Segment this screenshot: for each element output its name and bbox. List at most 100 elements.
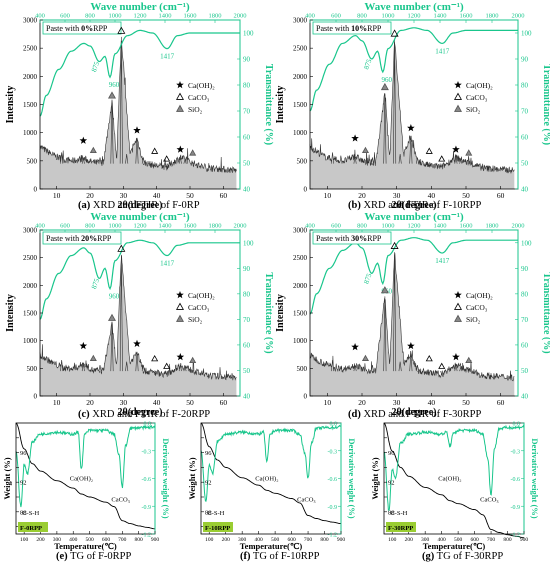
- y-tick-label: 96: [388, 450, 395, 457]
- xrd-peak: [81, 158, 85, 164]
- paste-label-box: [42, 231, 122, 245]
- top-tick-label: 1200: [134, 223, 147, 230]
- top-tick-label: 1200: [134, 13, 147, 20]
- ftir-line: [39, 29, 240, 117]
- y2-tick-label: 0.0: [144, 422, 152, 428]
- xrd-peak: [153, 163, 157, 166]
- xrd-peak: [191, 370, 194, 372]
- xrd-peak: [183, 158, 187, 164]
- y-tick-label: 1500: [293, 310, 308, 318]
- x-tick-label: 600: [287, 537, 296, 543]
- x-tick-label: 200: [222, 537, 231, 543]
- legend-caco3-marker: [453, 302, 463, 310]
- caco3-marker: [390, 241, 399, 249]
- y2-tick-label: 100: [521, 239, 532, 247]
- x-tick-label: 500: [85, 537, 94, 543]
- ftir-peak-label: 1417: [435, 257, 450, 265]
- y2-tick-label: -0.9: [511, 505, 521, 511]
- top-tick-label: 1000: [382, 223, 395, 230]
- y-tick-label: 3000: [293, 227, 308, 235]
- sio2-marker: [465, 149, 473, 156]
- xrd-fill: [310, 253, 515, 396]
- y2-tick-label: 100: [243, 30, 254, 38]
- tg-panel-e: 88 92 96 100 200 300 400 500 600 700 800 900-1.2 -0.…: [2, 422, 171, 552]
- x-tick-label: 20: [358, 398, 366, 407]
- caco3-marker: [151, 147, 159, 154]
- xrd-line: [39, 255, 237, 381]
- caption-a: (a) XRD and FTIR of F-0RP: [78, 200, 200, 211]
- xrd-peak: [398, 361, 402, 372]
- y2-tick-label: 60: [243, 341, 251, 349]
- ftir-peak-label: 1417: [160, 260, 175, 268]
- xrd-peak: [427, 370, 431, 374]
- y2-axis-title: Transmittance (%): [263, 272, 274, 353]
- top-tick-label: 1600: [460, 13, 473, 20]
- ftir-peak-label: 875: [362, 58, 373, 71]
- x-tick-label: 100: [20, 537, 29, 543]
- xrd-peak: [467, 162, 471, 164]
- caoh2-marker: [133, 339, 141, 347]
- y2-tick-label: 90: [521, 56, 529, 64]
- paste-label: Paste with 0%RPP: [42, 21, 122, 35]
- derivative-line: [15, 424, 156, 508]
- x-tick-label: 800: [135, 537, 144, 543]
- xrd-peak: [153, 370, 157, 374]
- top-tick-label: 800: [85, 13, 95, 20]
- y-tick-label: 1000: [293, 337, 308, 345]
- legend: Ca(OH)₂ CaCO₃ SiO₂: [453, 291, 493, 324]
- y2-tick-label: -0.3: [328, 449, 338, 455]
- y-tick-label: 88: [20, 509, 27, 516]
- sio2-marker: [465, 356, 473, 364]
- xrd-peak: [141, 364, 145, 372]
- xrd-panel-d: 0 500 1000 1500 2000 2500 3000 10 20 30 40 50 60 400 6…: [275, 211, 550, 418]
- xrd-peak: [353, 364, 357, 372]
- x-tick-label: 50: [186, 191, 194, 200]
- xrd-line: [309, 42, 515, 174]
- caco3-marker: [425, 147, 433, 154]
- caoh2-marker: [133, 126, 141, 134]
- top-tick-label: 1400: [159, 223, 172, 230]
- caco3-marker: [438, 155, 446, 162]
- y2-tick-label: -0.9: [142, 505, 152, 511]
- top-axis-title: Wave number (cm⁻¹): [364, 1, 464, 13]
- y2-tick-label: 60: [521, 134, 529, 142]
- tg-panel-g: 88 92 96 100 200 300 400 500 600 700 800 900-1.2 -0.…: [370, 422, 540, 552]
- xrd-peak: [409, 136, 413, 164]
- y2-tick-label: 80: [243, 290, 251, 298]
- top-tick-label: 1800: [486, 223, 499, 230]
- y-tick-label: 500: [27, 365, 38, 373]
- top-tick-label: 600: [331, 13, 341, 20]
- xrd-peak: [81, 363, 85, 372]
- sio2-marker: [189, 356, 197, 364]
- y-tick-label: 3000: [23, 227, 38, 235]
- x-tick-label: 100: [388, 537, 397, 543]
- xrd-fill: [40, 40, 237, 190]
- y2-tick-label: -0.6: [511, 477, 521, 483]
- caco3-label: CaCO₃: [111, 497, 130, 504]
- weight-line: [383, 422, 524, 539]
- y2-tick-label: 80: [243, 82, 251, 90]
- top-tick-label: 1800: [209, 13, 222, 20]
- y-tick-label: 1500: [23, 101, 38, 109]
- x-tick-label: 20: [86, 191, 94, 200]
- y2-axis-title: Derivative weight (%): [530, 438, 540, 518]
- top-tick-label: 1800: [209, 223, 222, 230]
- y2-tick-label: 40: [521, 186, 529, 194]
- xrd-peak: [383, 93, 387, 164]
- caoh2-marker: [407, 124, 415, 132]
- xrd-peak: [454, 364, 458, 372]
- xrd-peak: [125, 154, 129, 164]
- xrd-peak: [393, 252, 397, 372]
- y2-tick-label: -0.6: [328, 477, 338, 483]
- xrd-peak: [454, 157, 458, 164]
- ftir-peak-label: 960: [109, 81, 120, 89]
- x-tick-label: 50: [186, 398, 194, 407]
- x-tick-label: 30: [120, 191, 128, 200]
- x-tick-label: 700: [487, 537, 496, 543]
- x-axis-title: 2θ(degree): [117, 200, 162, 211]
- legend-caoh2-label: Ca(OH)₂: [188, 81, 215, 90]
- legend: Ca(OH)₂ CaCO₃ SiO₂: [175, 81, 215, 114]
- y2-tick-label: -0.6: [142, 477, 152, 483]
- xrd-peak: [459, 158, 463, 164]
